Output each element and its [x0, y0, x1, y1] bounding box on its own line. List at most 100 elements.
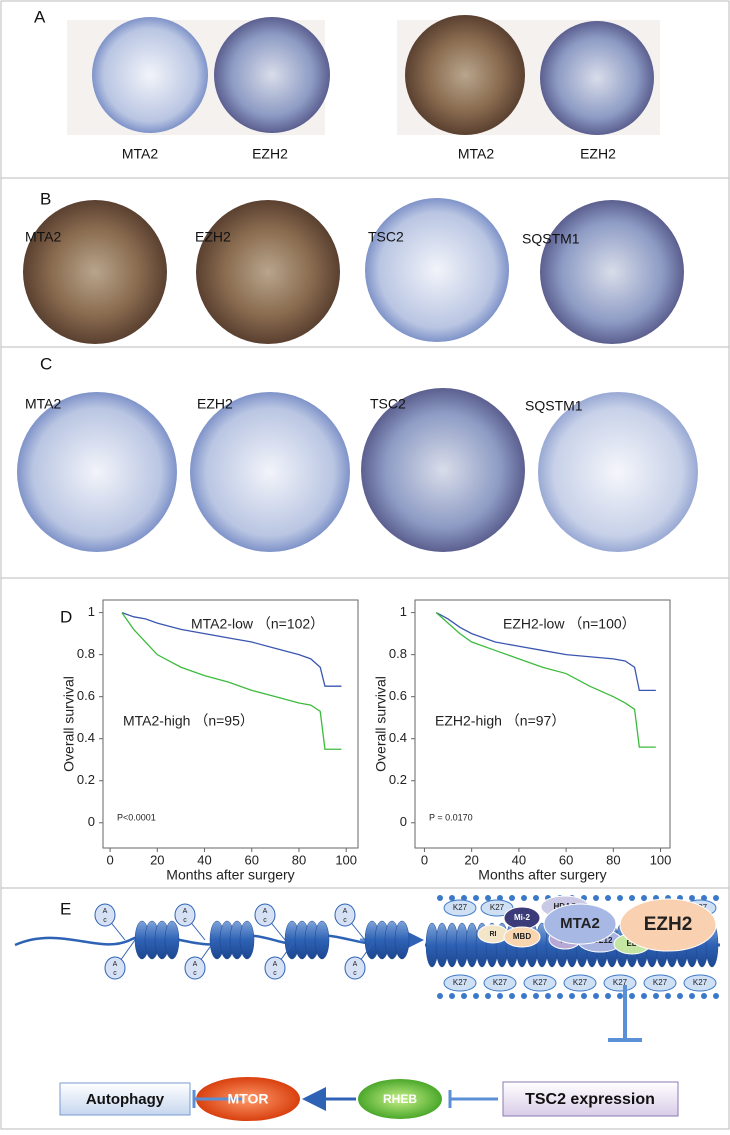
x-tick-label: 60	[245, 852, 259, 867]
acetyl-mark	[174, 903, 196, 927]
plot-frame	[414, 599, 671, 849]
k27-label: K27	[490, 903, 505, 912]
p-value: P<0.0001	[117, 812, 156, 822]
protein-label: MTA2	[560, 915, 600, 932]
k27-label: K27	[693, 978, 708, 987]
methyl-dot	[641, 993, 647, 999]
methyl-dot	[497, 895, 503, 901]
k27-label: K27	[493, 978, 508, 987]
k27-mark	[443, 899, 477, 917]
series-label: EZH2-low （n=100）	[503, 616, 636, 632]
methyl-dot	[701, 993, 707, 999]
methyl-dot	[713, 993, 719, 999]
stain-label: MTA2	[458, 146, 495, 162]
x-tick-label: 60	[559, 852, 573, 867]
series-label: EZH2-high （n=97）	[435, 713, 565, 729]
x-tick-label: 20	[150, 852, 164, 867]
acetyl-label: c	[193, 970, 197, 977]
complex-protein	[543, 903, 617, 945]
stain-label: MTA2	[25, 396, 62, 412]
acetyl-mark	[264, 956, 286, 980]
methyl-dot	[617, 993, 623, 999]
tissue-core	[17, 392, 177, 552]
tissue-core	[190, 392, 350, 552]
y-tick-label: 0	[400, 814, 407, 829]
stain-label: EZH2	[580, 146, 616, 162]
k27-mark	[483, 974, 517, 992]
tissue-core	[538, 392, 698, 552]
acetyl-label: A	[263, 908, 268, 915]
k27-mark	[443, 974, 477, 992]
y-tick-label: 0.6	[389, 688, 407, 703]
x-axis-label: Months after surgery	[166, 867, 294, 883]
methyl-dot	[485, 993, 491, 999]
panel-letter: D	[60, 607, 72, 626]
acetyl-label: c	[103, 917, 107, 924]
survival-curve	[435, 612, 656, 748]
survival-curve	[121, 611, 342, 687]
acetyl-label: c	[113, 970, 117, 977]
panel-letter: B	[40, 189, 51, 208]
methyl-dot	[449, 993, 455, 999]
methyl-dot	[581, 993, 587, 999]
methyl-dot	[665, 993, 671, 999]
methyl-dot	[593, 993, 599, 999]
protein-label: EZH2	[644, 914, 693, 935]
methyl-dot	[437, 993, 443, 999]
x-axis-label: Months after surgery	[478, 867, 606, 883]
tissue-core	[405, 15, 525, 135]
acetyl-mark	[104, 956, 126, 980]
tissue-core	[23, 200, 167, 344]
k27-label: K27	[453, 978, 468, 987]
x-tick-label: 80	[292, 852, 306, 867]
plot-frame	[102, 599, 359, 849]
tissue-core	[365, 198, 509, 342]
complex-protein	[619, 898, 717, 952]
x-tick-label: 100	[335, 852, 357, 867]
nucleosome	[239, 920, 255, 960]
acetyl-label: A	[103, 908, 108, 915]
acetyl-label: c	[273, 970, 277, 977]
protein-label: MBD	[513, 932, 531, 941]
tissue-core	[540, 200, 684, 344]
methyl-dot	[473, 895, 479, 901]
stain-label: SQSTM1	[525, 398, 583, 414]
methyl-dot	[485, 895, 491, 901]
acetyl-label: A	[353, 961, 358, 968]
acetyl-label: A	[113, 961, 118, 968]
methyl-dot	[605, 895, 611, 901]
x-tick-label: 40	[197, 852, 211, 867]
acetyl-label: c	[343, 917, 347, 924]
tissue-core	[92, 17, 208, 133]
k27-mark	[563, 974, 597, 992]
methyl-dot	[521, 993, 527, 999]
stain-label: SQSTM1	[522, 231, 580, 247]
stain-label: EZH2	[195, 229, 231, 245]
k27-label: K27	[573, 978, 588, 987]
methyl-dot	[437, 895, 443, 901]
k27-label: K27	[613, 978, 628, 987]
methyl-dot	[461, 895, 467, 901]
pathway: Autophagy MTOR RHEB TSC2 expression	[59, 985, 679, 1121]
x-tick-label: 100	[650, 852, 672, 867]
y-tick-label: 0.2	[389, 772, 407, 787]
stain-label: EZH2	[197, 396, 233, 412]
pathway-label: MTOR	[228, 1091, 269, 1107]
p-value: P = 0.0170	[429, 812, 473, 822]
x-tick-label: 20	[464, 852, 478, 867]
acetyl-label: A	[273, 961, 278, 968]
k27-label: K27	[453, 903, 468, 912]
nucleosome	[314, 920, 330, 960]
tissue-core	[540, 21, 654, 135]
methyl-dot	[521, 895, 527, 901]
y-tick-label: 0.2	[77, 772, 95, 787]
stain-label: MTA2	[122, 146, 159, 162]
acetyl-label: c	[183, 917, 187, 924]
y-tick-label: 0.4	[389, 730, 407, 745]
acetyl-mark	[344, 956, 366, 980]
complex-protein	[503, 926, 541, 948]
acetyl-label: A	[343, 908, 348, 915]
y-tick-label: 0	[88, 814, 95, 829]
k27-mark	[603, 974, 637, 992]
